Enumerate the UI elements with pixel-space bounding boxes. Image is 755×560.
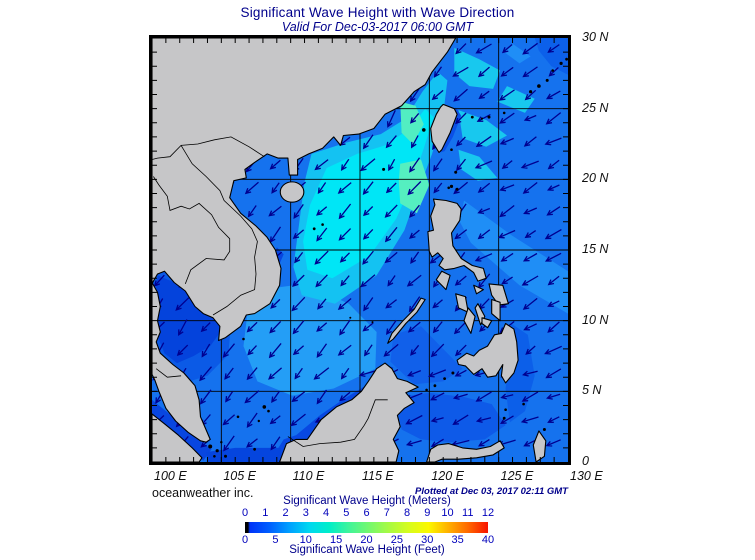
map-canvas bbox=[149, 35, 571, 465]
colorbar-feet-label: Significant Wave Height (Feet) bbox=[289, 544, 445, 556]
lon-tick-label: 125 E bbox=[500, 469, 534, 483]
feet-tick: 25 bbox=[390, 534, 403, 546]
feet-tick: 5 bbox=[272, 534, 279, 546]
meters-tick: 8 bbox=[403, 507, 411, 519]
colorbar-meters-label: Significant Wave Height (Meters) bbox=[283, 495, 451, 507]
lon-tick-label: 115 E bbox=[362, 469, 394, 483]
feet-tick: 20 bbox=[360, 534, 373, 546]
lat-tick-label: 15 N bbox=[582, 242, 609, 256]
latitude-axis: 30 N 25 N 20 N 15 N 10 N 5 N 0 bbox=[582, 0, 642, 560]
chart-title: Significant Wave Height with Wave Direct… bbox=[240, 5, 515, 20]
lon-tick-label: 120 E bbox=[431, 469, 464, 483]
meters-tick: 3 bbox=[302, 507, 309, 519]
meters-tick: 10 bbox=[441, 507, 454, 519]
meters-tick: 4 bbox=[322, 507, 330, 519]
longitude-axis: 100 E 105 E 110 E 115 E 120 E 125 E 130 E bbox=[0, 469, 755, 485]
meters-tick: 5 bbox=[343, 507, 350, 519]
lat-tick-label: 0 bbox=[582, 454, 589, 468]
degree-ticks bbox=[152, 38, 568, 462]
lon-tick-label: 100 E bbox=[154, 469, 187, 483]
map-frame bbox=[149, 35, 571, 465]
plotted-timestamp: Plotted at Dec 03, 2017 02:11 GMT bbox=[415, 486, 568, 497]
lon-tick-label: 105 E bbox=[223, 469, 256, 483]
feet-tick: 0 bbox=[241, 534, 249, 546]
feet-tick: 30 bbox=[421, 534, 434, 546]
lat-tick-label: 5 N bbox=[582, 383, 602, 398]
wave-map-svg bbox=[149, 35, 571, 465]
colorbar-meters-ticks: 0 1 2 3 4 5 6 7 8 9 10 11 12 bbox=[241, 507, 494, 520]
lat-tick-label: 30 N bbox=[582, 30, 609, 44]
lon-tick-label: 130 E bbox=[570, 469, 603, 483]
chart-subtitle: Valid For Dec-03-2017 06:00 GMT bbox=[281, 20, 474, 34]
meters-tick: 11 bbox=[462, 507, 474, 519]
lat-tick-label: 10 N bbox=[582, 312, 609, 327]
meters-tick: 6 bbox=[363, 507, 370, 519]
feet-tick: 35 bbox=[451, 534, 464, 546]
lat-tick-label: 20 N bbox=[582, 171, 609, 186]
colorbar-feet-ticks: 0 5 10 15 20 25 30 35 40 bbox=[241, 534, 494, 547]
meters-tick: 9 bbox=[424, 507, 431, 519]
meters-tick: 1 bbox=[262, 507, 269, 519]
sea-layer bbox=[152, 38, 568, 462]
lon-tick-label: 110 E bbox=[292, 469, 325, 483]
feet-tick: 40 bbox=[481, 534, 495, 546]
credit-text: oceanweather inc. bbox=[152, 486, 254, 500]
colorbar-gradient bbox=[245, 522, 488, 533]
feet-tick: 10 bbox=[299, 534, 312, 546]
land-layer bbox=[152, 38, 547, 462]
feet-tick: 15 bbox=[330, 534, 343, 546]
lat-tick-label: 25 N bbox=[582, 100, 609, 115]
meters-tick: 2 bbox=[282, 507, 289, 519]
meters-tick: 7 bbox=[383, 507, 390, 519]
meters-tick: 12 bbox=[481, 507, 495, 519]
meters-tick: 0 bbox=[241, 507, 249, 519]
